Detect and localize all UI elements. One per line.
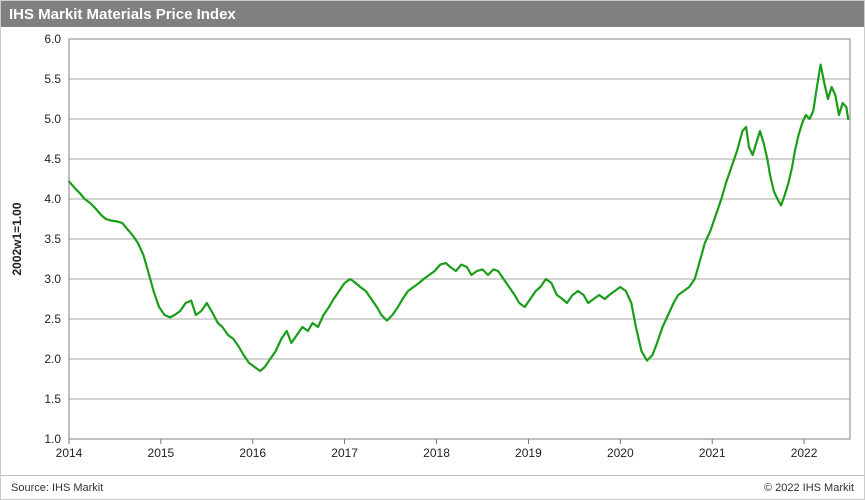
x-tick-label: 2021 <box>699 446 726 460</box>
chart-svg: 1.0 1.5 2.0 2.5 3.0 3.5 4.0 4.5 5.0 5.5 6.0 2014 201… <box>1 27 865 475</box>
x-tick-label: 2018 <box>423 446 450 460</box>
x-tick-label: 2014 <box>56 446 83 460</box>
price-index-line <box>69 65 848 371</box>
y-tick-label: 1.5 <box>44 392 61 406</box>
x-tick-label: 2019 <box>515 446 542 460</box>
y-tick-label: 2.5 <box>44 312 61 326</box>
y-tick-label: 4.5 <box>44 152 61 166</box>
x-tick-label: 2015 <box>148 446 175 460</box>
footer-copyright: © 2022 IHS Markit <box>764 482 854 494</box>
title-bar: IHS Markit Materials Price Index <box>1 1 864 27</box>
footer-source: Source: IHS Markit <box>11 482 103 494</box>
plot-area: 1.0 1.5 2.0 2.5 3.0 3.5 4.0 4.5 5.0 5.5 6.0 2014 201… <box>1 27 865 475</box>
y-tick-label: 5.0 <box>44 112 61 126</box>
y-tick-label: 3.5 <box>44 232 61 246</box>
y-tick-label: 5.5 <box>44 72 61 86</box>
footer-bar: Source: IHS Markit © 2022 IHS Markit <box>1 475 864 499</box>
x-tick-label: 2016 <box>239 446 266 460</box>
x-tick-label: 2017 <box>331 446 358 460</box>
x-tick-label: 2022 <box>791 446 818 460</box>
x-tick-label: 2020 <box>607 446 634 460</box>
y-tick-label: 6.0 <box>44 32 61 46</box>
y-tick-label: 4.0 <box>44 192 61 206</box>
y-tick-label: 2.0 <box>44 352 61 366</box>
y-axis-label: 2002w1=1.00 <box>10 202 24 275</box>
chart-container: IHS Markit Materials Price Index 1.0 1.5 2… <box>0 0 865 500</box>
chart-title: IHS Markit Materials Price Index <box>9 6 236 23</box>
y-tick-label: 1.0 <box>44 432 61 446</box>
y-tick-label: 3.0 <box>44 272 61 286</box>
